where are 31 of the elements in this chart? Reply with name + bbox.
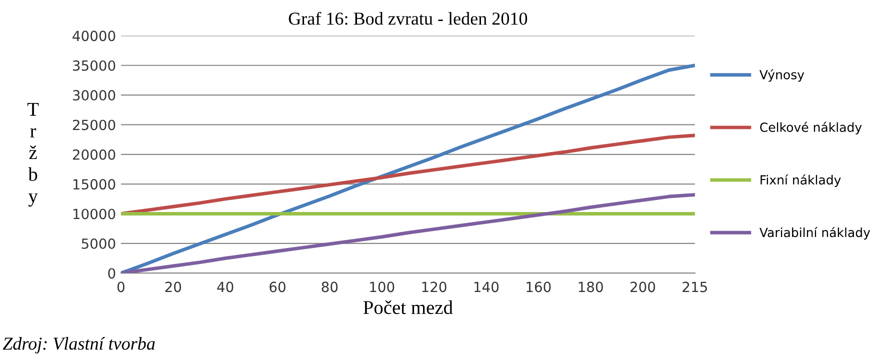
y-tick-label: 15000 — [73, 179, 116, 190]
y-axis-title: Tržby — [27, 102, 39, 207]
y-tick-label: 5000 — [82, 238, 116, 249]
y-tick-label: 30000 — [72, 90, 116, 101]
legend-label: Variabilní náklady — [760, 227, 870, 240]
x-tick-label: 160 — [526, 282, 551, 292]
legend-label: Celkové náklady — [760, 122, 862, 134]
x-tick-label: 80 — [322, 282, 338, 292]
text: Zdroj: Vlastní tvorba — [2, 337, 155, 354]
x-tick-label: 180 — [578, 282, 603, 292]
legend-label: Fixní náklady — [760, 174, 841, 187]
line-series — [120, 193, 695, 274]
x-tick-label: 40 — [217, 282, 234, 292]
y-tick-label: 40000 — [72, 30, 116, 42]
chart-title: Graf 16: Bod zvratu - leden 2010 — [288, 12, 528, 25]
x-tick-label: 60 — [270, 282, 286, 292]
legend-label: Výnosy — [760, 69, 804, 82]
y-tick-label: 10000 — [73, 208, 116, 220]
x-tick-label: 120 — [422, 282, 446, 292]
x-tick-label: 200 — [630, 282, 656, 292]
y-tick-label: 0 — [108, 268, 116, 279]
x-tick-label: 215 — [682, 282, 707, 292]
x-tick-label: 100 — [370, 282, 394, 292]
y-tick-label: 25000 — [72, 120, 116, 130]
y-tick-label: 35000 — [72, 60, 116, 71]
x-tick-label: 20 — [165, 282, 182, 292]
y-tick-label: 20000 — [72, 149, 116, 160]
x-tick-label: 0 — [117, 282, 124, 292]
x-axis-title: Počet mezd — [363, 300, 453, 314]
x-tick-label: 140 — [474, 282, 499, 292]
line-series — [120, 64, 695, 274]
